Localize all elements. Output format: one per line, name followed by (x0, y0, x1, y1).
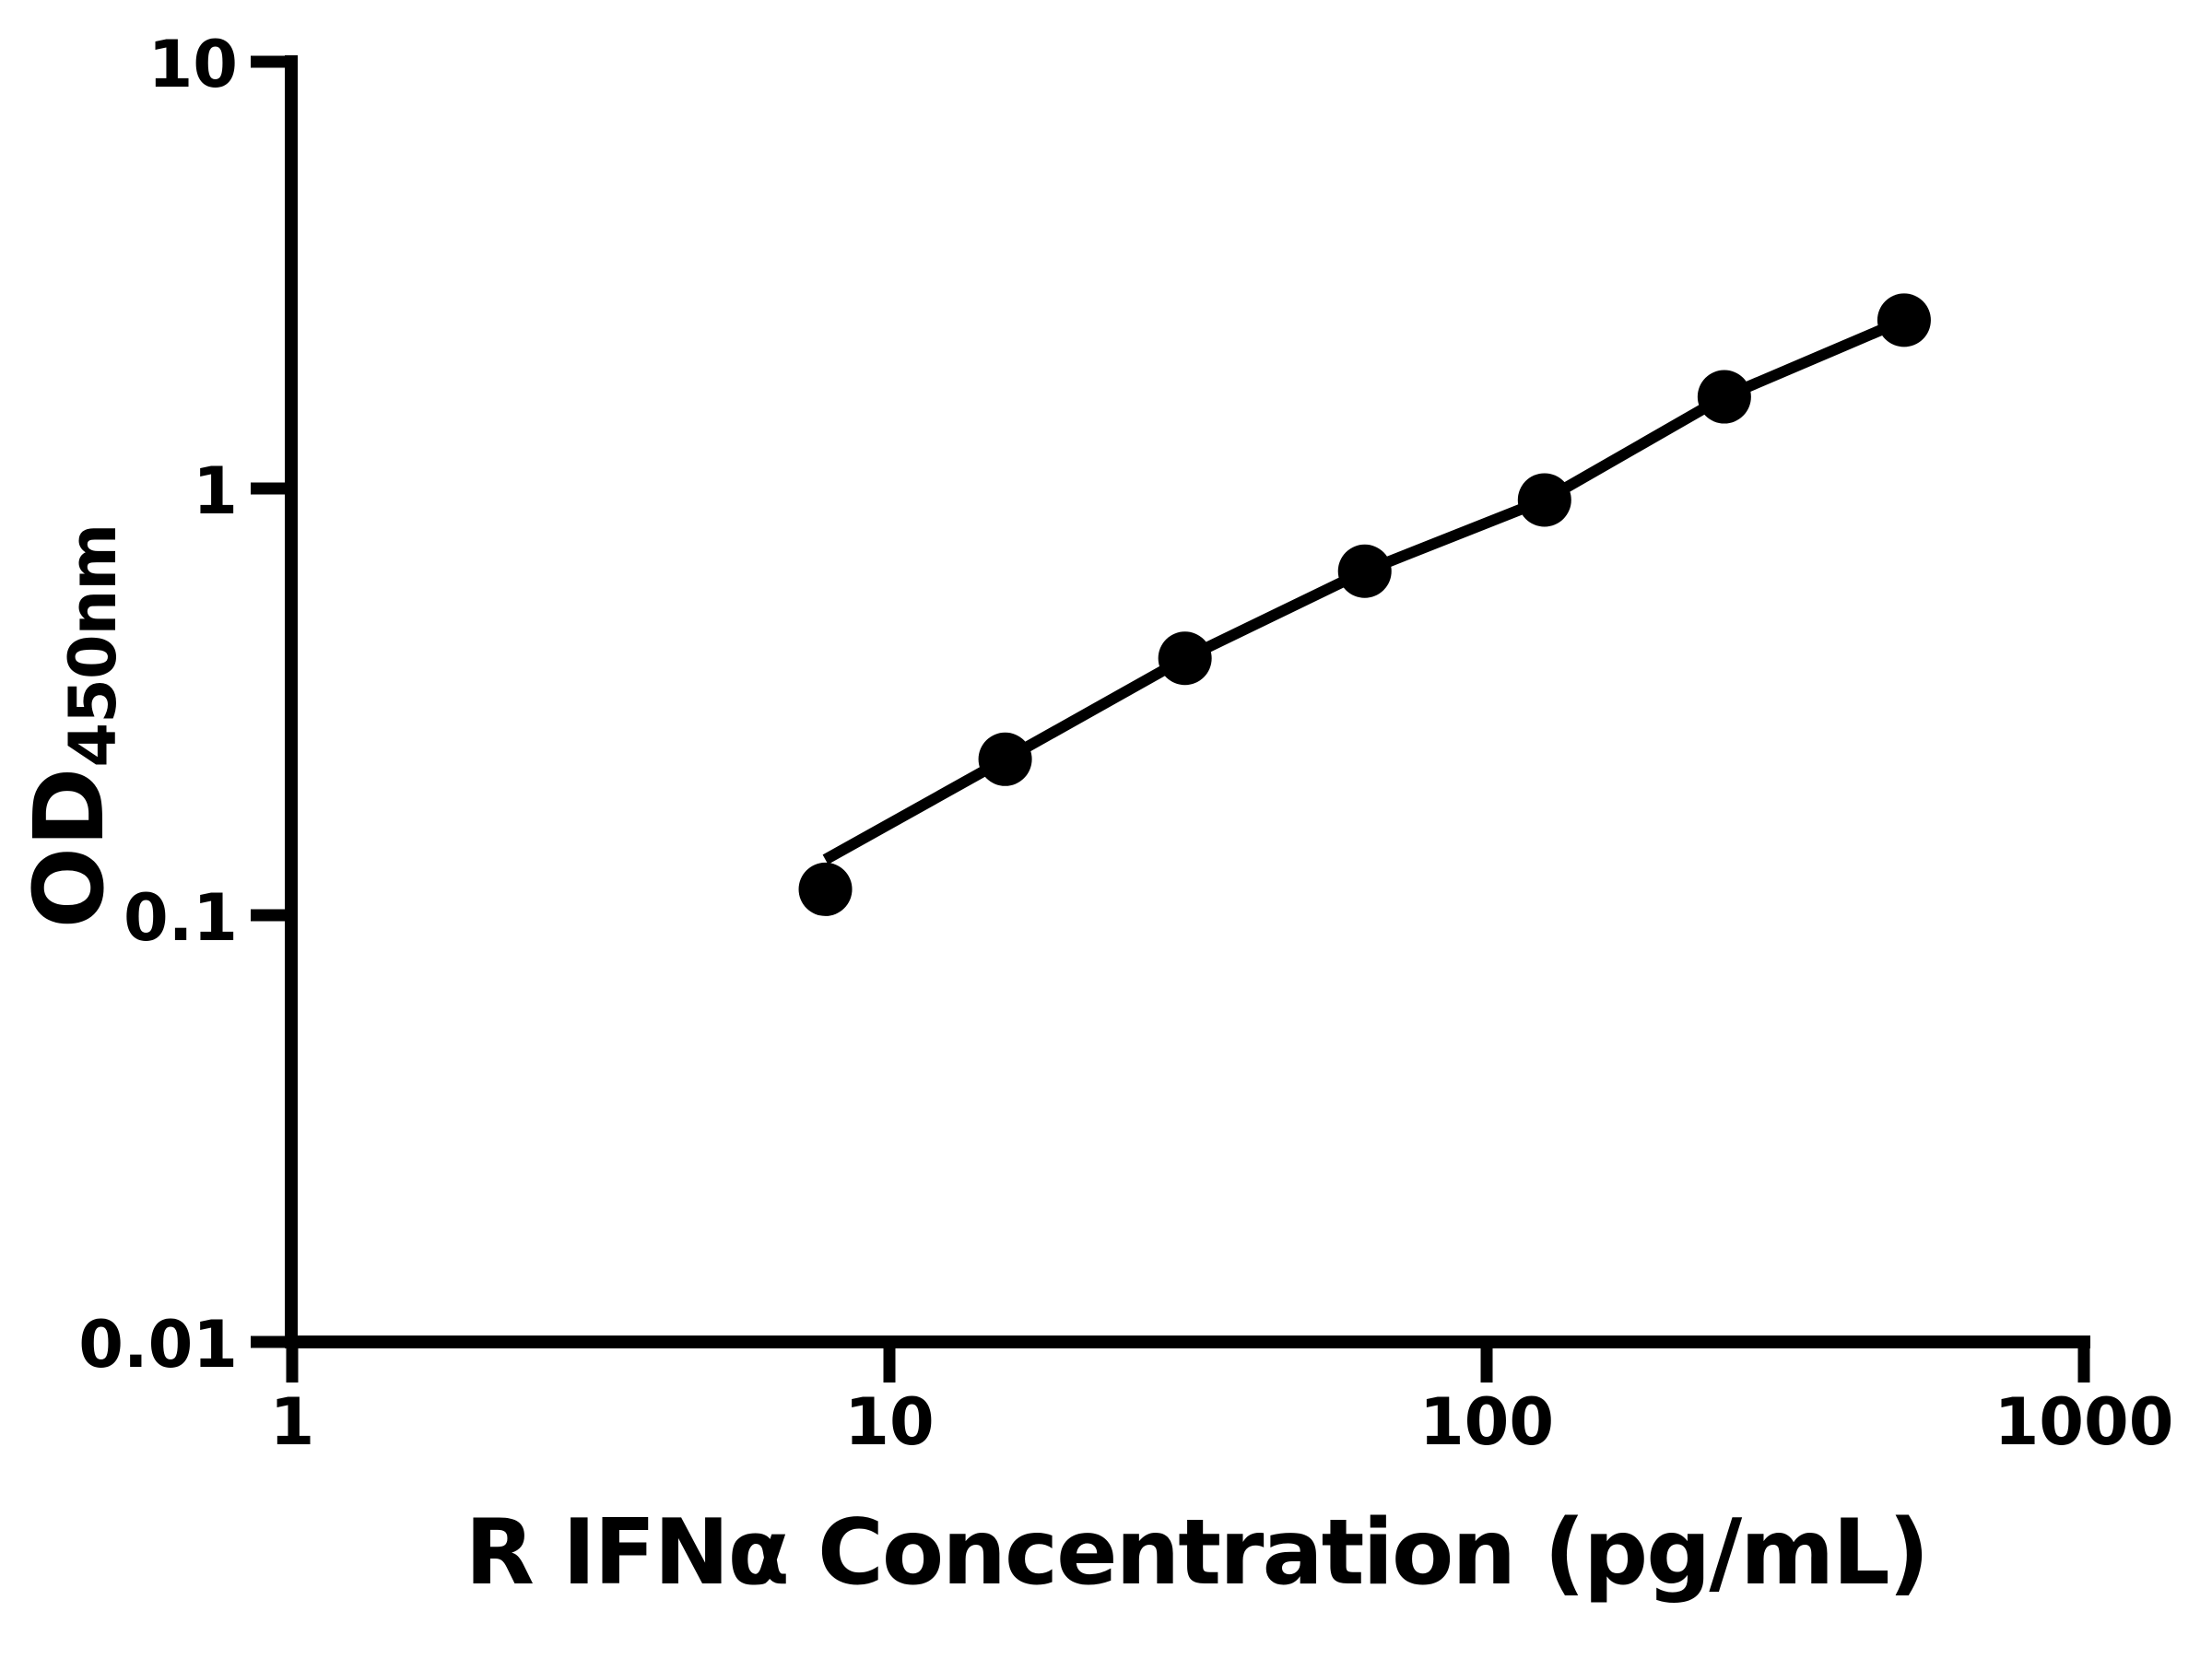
y-tick-label: 10 (148, 27, 238, 102)
data-point (798, 862, 853, 916)
x-axis-title: R IFNα Concentration (pg/mL) (465, 1500, 1930, 1606)
data-point (1877, 293, 1931, 347)
y-axis-title-subscript: 450nm (55, 524, 131, 768)
x-tick-label: 1 (270, 1384, 315, 1460)
data-point (1158, 631, 1212, 686)
x-tick-label: 1000 (1994, 1384, 2174, 1460)
data-point (1517, 473, 1571, 527)
y-axis-title: OD 450nm (13, 524, 131, 929)
data-point (1697, 370, 1751, 424)
x-tick-label: 100 (1419, 1384, 1554, 1460)
y-tick-label: 0.1 (124, 880, 238, 956)
x-tick-label: 10 (844, 1384, 934, 1460)
data-point (978, 732, 1032, 786)
data-point (1337, 544, 1392, 598)
y-tick-label: 1 (193, 453, 238, 529)
y-tick-label: 0.01 (78, 1307, 238, 1382)
y-axis-title-main: OD (13, 767, 125, 929)
